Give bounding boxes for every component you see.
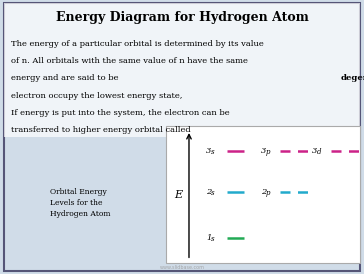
Text: 1: 1 [206, 234, 211, 242]
Text: 3: 3 [312, 147, 318, 155]
Text: E: E [174, 190, 182, 199]
Text: electron occupy the lowest energy state,: electron occupy the lowest energy state, [11, 92, 185, 99]
FancyBboxPatch shape [166, 126, 360, 263]
Text: energy and are said to be: energy and are said to be [11, 74, 121, 82]
Text: The energy of a particular orbital is determined by its value: The energy of a particular orbital is de… [11, 40, 264, 48]
Text: If energy is put into the system, the electron can be: If energy is put into the system, the el… [11, 109, 230, 117]
Text: Energy Diagram for Hydrogen Atom: Energy Diagram for Hydrogen Atom [56, 11, 308, 24]
Text: s: s [211, 235, 214, 243]
Text: 2: 2 [206, 188, 211, 196]
FancyBboxPatch shape [4, 33, 360, 137]
Text: 3: 3 [206, 147, 211, 155]
Text: www.slidbase.com: www.slidbase.com [159, 265, 205, 270]
Text: s: s [211, 147, 214, 156]
Text: transferred to higher energy orbital called: transferred to higher energy orbital cal… [11, 126, 193, 134]
FancyBboxPatch shape [4, 3, 360, 271]
Text: Orbital Energy
Levels for the
Hydrogen Atom: Orbital Energy Levels for the Hydrogen A… [50, 188, 110, 218]
Text: s: s [211, 189, 214, 197]
Text: p: p [266, 189, 270, 197]
Text: 3: 3 [261, 147, 266, 155]
Text: of n. All orbitals with the same value of n have the same: of n. All orbitals with the same value o… [11, 57, 248, 65]
Text: 2: 2 [261, 188, 266, 196]
FancyBboxPatch shape [4, 3, 360, 33]
Text: degenerate: degenerate [340, 74, 364, 82]
Text: p: p [266, 147, 270, 156]
Text: d: d [317, 147, 322, 156]
